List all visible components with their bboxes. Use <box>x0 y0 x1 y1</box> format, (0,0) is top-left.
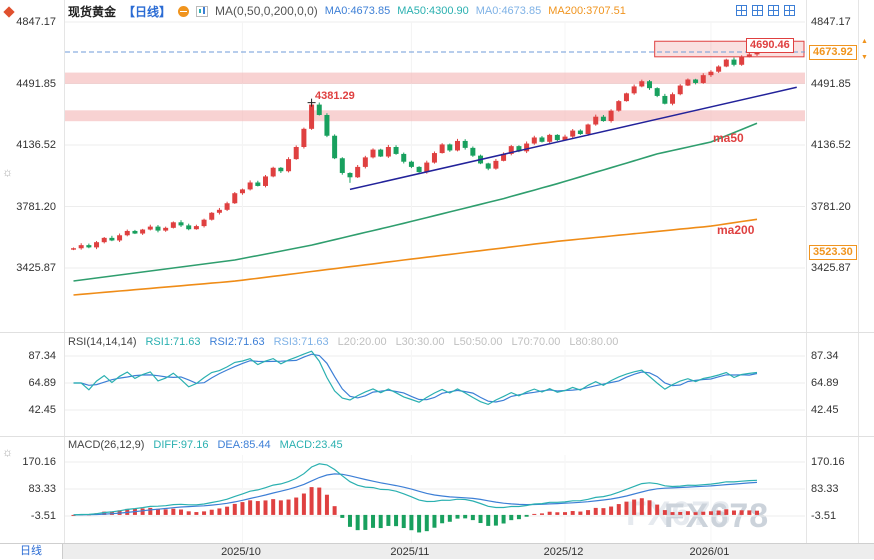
rsi-indicator-chart[interactable] <box>65 350 805 434</box>
chart-layout-toolbar <box>736 5 795 16</box>
dea-value: DEA:85.44 <box>217 439 271 451</box>
axis-tick-label: 3425.87 <box>811 262 851 274</box>
rsi-level-50: L50:50.00 <box>453 336 503 348</box>
ma200-line-label: ma200 <box>717 223 755 237</box>
axis-tick-label: 3781.20 <box>811 200 851 213</box>
ma-settings-label: MA(0,50,0,200,0,0) <box>215 4 318 18</box>
chart-header: 现货黄金 【日线】 MA(0,50,0,200,0,0) MA0:4673.85 … <box>68 3 626 19</box>
axis-tick-label: -3.51 <box>811 510 837 522</box>
axis-tick-label: 3425.87 <box>16 262 56 274</box>
macd-header: MACD(26,12,9) DIFF:97.16 DEA:85.44 MACD:… <box>68 439 343 451</box>
collapse-icon[interactable] <box>178 5 190 17</box>
axis-tick-label: 87.34 <box>811 350 839 362</box>
axis-tick-label: 4136.52 <box>811 139 851 151</box>
axis-tick-label: 64.89 <box>28 377 56 389</box>
peak-price-label: 4381.29 <box>315 90 355 102</box>
left-price-axis: 4847.17 4491.85 4136.52 3781.20 3425.87 87.34… <box>0 0 60 543</box>
rsi3-value: RSI3:71.63 <box>273 336 329 348</box>
axis-tick-label: 4847.17 <box>811 16 851 28</box>
indicator-settings-icon[interactable] <box>196 5 209 17</box>
ma50-value: MA50:4300.90 <box>397 5 469 17</box>
brightness-icon[interactable]: ☼ <box>2 445 13 459</box>
x-axis-label: 2025/12 <box>543 546 584 558</box>
axis-tick-label: 42.45 <box>811 403 839 416</box>
ma0b-value: MA0:4673.85 <box>475 5 542 17</box>
layout-grid-icon-1[interactable] <box>736 5 747 16</box>
right-price-axis: 4847.17 4491.85 4136.52 3781.20 3425.87 87.34… <box>808 0 858 543</box>
rsi1-value: RSI1:71.63 <box>145 336 201 348</box>
bottom-bar: 日线 2025/10 2025/11 2025/12 2026/01 <box>0 543 874 559</box>
axis-tick-label: -3.51 <box>30 510 56 522</box>
axis-scroll-down-icon[interactable]: ▼ <box>861 54 868 61</box>
ma200-value: MA200:3707.51 <box>548 5 626 17</box>
axis-tick-label: 170.16 <box>811 456 845 468</box>
axis-tick-label: 3781.20 <box>16 200 56 213</box>
rsi-level-70: L70:70.00 <box>511 336 561 348</box>
main-rsi-separator <box>0 332 874 333</box>
left-plot-border <box>64 0 65 543</box>
period-label: 【日线】 <box>123 4 172 19</box>
layout-grid-icon-3[interactable] <box>768 5 779 16</box>
rsi-title: RSI(14,14,14) <box>68 336 137 348</box>
x-axis-label: 2026/01 <box>689 546 730 558</box>
rsi-level-80: L80:80.00 <box>569 336 619 348</box>
rsi-level-20: L20:20.00 <box>337 336 387 348</box>
diff-value: DIFF:97.16 <box>153 439 209 451</box>
axis-tick-label: 83.33 <box>28 482 56 495</box>
axis-tick-label: 87.34 <box>28 350 56 362</box>
support-level-tag: 3523.30 <box>809 245 857 260</box>
ma50-line-label: ma50 <box>713 131 744 145</box>
right-plot-border <box>806 0 807 543</box>
rsi-macd-separator <box>0 436 874 437</box>
rsi-level-30: L30:30.00 <box>395 336 445 348</box>
axis-tick-label: 170.16 <box>22 456 56 468</box>
layout-grid-icon-2[interactable] <box>752 5 763 16</box>
axis-tick-label: 4491.85 <box>16 77 56 90</box>
rsi2-value: RSI2:71.63 <box>209 336 265 348</box>
macd-value: MACD:23.45 <box>279 439 343 451</box>
axis-scroll-up-icon[interactable]: ▲ <box>861 38 868 45</box>
x-axis-label: 2025/11 <box>390 546 430 558</box>
macd-title: MACD(26,12,9) <box>68 439 145 451</box>
axis-tick-label: 4847.17 <box>16 16 56 28</box>
tab-daily-period[interactable]: 日线 <box>0 544 63 559</box>
sun-icon[interactable]: ☼ <box>2 165 13 179</box>
rsi-header: RSI(14,14,14) RSI1:71.63 RSI2:71.63 RSI3… <box>68 336 618 348</box>
x-axis-label: 2025/10 <box>221 546 261 558</box>
last-price-tag: 4673.92 <box>809 45 857 60</box>
axis-tick-label: 4136.52 <box>16 139 56 151</box>
axis-tick-label: 64.89 <box>811 377 839 389</box>
ma0-value: MA0:4673.85 <box>324 5 391 17</box>
axis-tick-label: 83.33 <box>811 482 839 495</box>
right-rail-border <box>858 0 859 543</box>
resistance-zone-label: 4690.46 <box>746 38 794 53</box>
main-price-chart[interactable] <box>65 0 805 334</box>
axis-rail: ▲ ▼ <box>858 0 874 543</box>
axis-tick-label: 4491.85 <box>811 77 851 90</box>
x-axis-labels: 2025/10 2025/11 2025/12 2026/01 <box>0 544 874 560</box>
symbol-name: 现货黄金 <box>68 4 117 19</box>
layout-grid-icon-4[interactable] <box>784 5 795 16</box>
axis-tick-label: 42.45 <box>28 403 56 416</box>
macd-indicator-chart[interactable] <box>65 455 805 543</box>
